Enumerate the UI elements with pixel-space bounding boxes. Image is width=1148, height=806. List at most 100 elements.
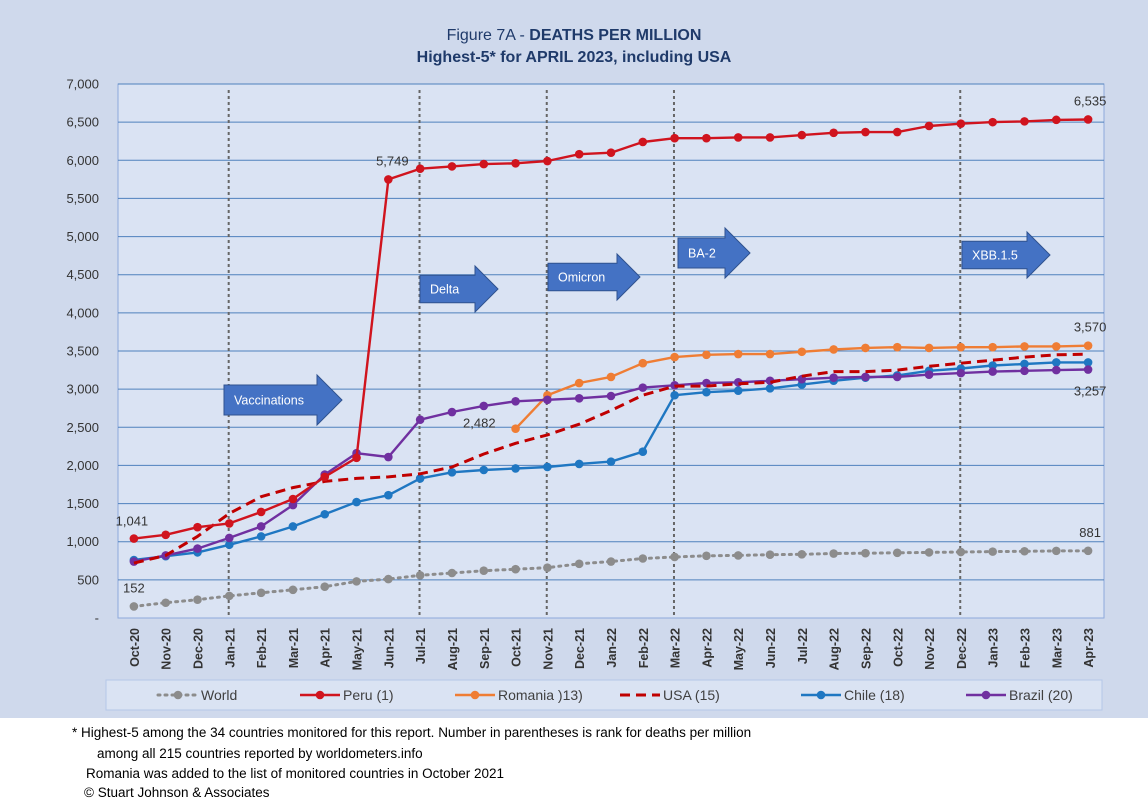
data-point-brazil-20 bbox=[574, 393, 584, 403]
y-tick-label: 4,500 bbox=[66, 267, 99, 282]
legend-marker-chile-18 bbox=[816, 690, 826, 700]
data-label: 2,482 bbox=[463, 416, 496, 431]
x-tick-label: Sep-22 bbox=[859, 628, 873, 669]
data-point-brazil-20 bbox=[543, 395, 552, 405]
data-point-romania-13 bbox=[638, 358, 648, 368]
data-point-chile-18 bbox=[447, 467, 457, 477]
data-point-world bbox=[161, 598, 171, 608]
data-point-brazil-20 bbox=[892, 372, 902, 382]
data-point-romania-13 bbox=[956, 342, 966, 352]
data-point-world bbox=[956, 547, 966, 557]
data-point-world bbox=[638, 554, 648, 563]
data-point-brazil-20 bbox=[288, 500, 298, 510]
legend-marker-peru-1 bbox=[315, 690, 325, 700]
phase-label-omicron: Omicron bbox=[558, 271, 605, 285]
data-point-peru-1 bbox=[1020, 117, 1029, 126]
chart-title-prefix: Figure 7A - bbox=[446, 27, 530, 44]
data-point-world bbox=[352, 577, 361, 586]
data-point-world bbox=[988, 547, 997, 556]
data-point-brazil-20 bbox=[638, 383, 648, 392]
data-point-peru-1 bbox=[829, 128, 838, 138]
x-tick-label: Jun-22 bbox=[764, 628, 778, 668]
data-point-world bbox=[288, 585, 298, 595]
data-point-brazil-20 bbox=[1083, 365, 1093, 374]
data-label: 881 bbox=[1079, 525, 1101, 540]
data-point-romania-13 bbox=[1083, 341, 1093, 350]
data-point-brazil-20 bbox=[384, 452, 393, 462]
data-point-brazil-20 bbox=[861, 372, 870, 382]
data-point-brazil-20 bbox=[956, 368, 966, 378]
data-point-world bbox=[702, 551, 711, 561]
data-point-brazil-20 bbox=[511, 397, 520, 406]
y-tick-label: 500 bbox=[77, 572, 99, 587]
data-point-chile-18 bbox=[288, 522, 298, 531]
data-point-peru-1 bbox=[988, 117, 997, 127]
phase-label-vaccinations: Vaccinations bbox=[234, 394, 304, 408]
data-point-brazil-20 bbox=[447, 407, 457, 417]
data-point-world bbox=[415, 570, 425, 580]
data-point-chile-18 bbox=[352, 497, 361, 507]
data-point-romania-13 bbox=[797, 347, 807, 357]
legend-marker-romania-13 bbox=[470, 690, 480, 700]
data-point-world bbox=[670, 552, 679, 562]
data-point-brazil-20 bbox=[1020, 366, 1029, 376]
data-point-chile-18 bbox=[543, 462, 552, 472]
data-label: 152 bbox=[123, 580, 145, 595]
data-point-peru-1 bbox=[256, 507, 266, 517]
data-point-romania-13 bbox=[829, 345, 838, 354]
data-point-peru-1 bbox=[733, 133, 743, 142]
x-tick-label: Jan-21 bbox=[223, 628, 237, 668]
data-point-world bbox=[225, 591, 234, 601]
data-point-peru-1 bbox=[765, 133, 775, 142]
data-point-world bbox=[733, 551, 743, 560]
data-point-peru-1 bbox=[574, 149, 584, 159]
x-tick-label: Oct-20 bbox=[128, 628, 142, 667]
y-tick-label: 1,000 bbox=[66, 534, 99, 549]
y-tick-label: 5,500 bbox=[66, 191, 99, 206]
data-point-chile-18 bbox=[988, 361, 997, 370]
data-point-peru-1 bbox=[702, 133, 711, 143]
y-tick-label: 6,000 bbox=[66, 153, 99, 168]
data-point-world bbox=[193, 595, 202, 604]
x-tick-label: Aug-21 bbox=[446, 628, 460, 670]
data-point-romania-13 bbox=[574, 378, 584, 388]
data-point-chile-18 bbox=[256, 532, 266, 541]
data-point-world bbox=[892, 548, 902, 558]
data-point-romania-13 bbox=[670, 352, 679, 362]
y-tick-label: 4,000 bbox=[66, 305, 99, 320]
data-point-brazil-20 bbox=[193, 544, 202, 553]
data-point-peru-1 bbox=[670, 133, 679, 143]
data-point-peru-1 bbox=[606, 148, 616, 157]
footnote-romania: Romania was added to the list of monitor… bbox=[86, 766, 504, 781]
data-point-brazil-20 bbox=[225, 533, 234, 543]
data-point-chile-18 bbox=[1083, 358, 1093, 367]
data-point-brazil-20 bbox=[256, 522, 266, 531]
x-tick-label: Jul-21 bbox=[414, 628, 428, 664]
x-tick-label: Jan-22 bbox=[605, 628, 619, 668]
data-point-brazil-20 bbox=[988, 367, 997, 376]
data-point-chile-18 bbox=[479, 465, 489, 475]
data-label: 5,749 bbox=[376, 153, 409, 168]
data-point-peru-1 bbox=[415, 164, 425, 173]
data-point-peru-1 bbox=[161, 530, 171, 540]
x-tick-label: May-21 bbox=[351, 628, 365, 670]
footnote-highest-5: * Highest-5 among the 34 countries monit… bbox=[72, 725, 752, 740]
data-point-chile-18 bbox=[1020, 359, 1029, 369]
data-point-world bbox=[447, 568, 457, 578]
chart-svg: - 500 1,000 1,500 2,000 2,500 3,000 3,500 4,000 4… bbox=[66, 77, 1106, 711]
phase-label-delta: Delta bbox=[430, 283, 459, 297]
data-point-chile-18 bbox=[415, 474, 425, 483]
phase-arrow-ba-2 bbox=[677, 226, 751, 280]
legend-label-chile-18: Chile (18) bbox=[844, 687, 905, 703]
data-point-world bbox=[543, 563, 552, 572]
x-tick-label: Jan-23 bbox=[987, 628, 1001, 668]
x-tick-label: Feb-23 bbox=[1018, 628, 1032, 668]
data-point-world bbox=[606, 557, 616, 566]
data-point-romania-13 bbox=[924, 343, 934, 353]
data-point-romania-13 bbox=[733, 349, 743, 359]
legend-marker-brazil-20 bbox=[981, 690, 991, 700]
legend-label-peru-1: Peru (1) bbox=[343, 687, 394, 703]
chart-title: Figure 7A - DEATHS PER MILLION bbox=[0, 27, 1148, 45]
x-tick-label: Aug-22 bbox=[828, 628, 842, 670]
legend-label-usa-15: USA (15) bbox=[663, 687, 720, 703]
